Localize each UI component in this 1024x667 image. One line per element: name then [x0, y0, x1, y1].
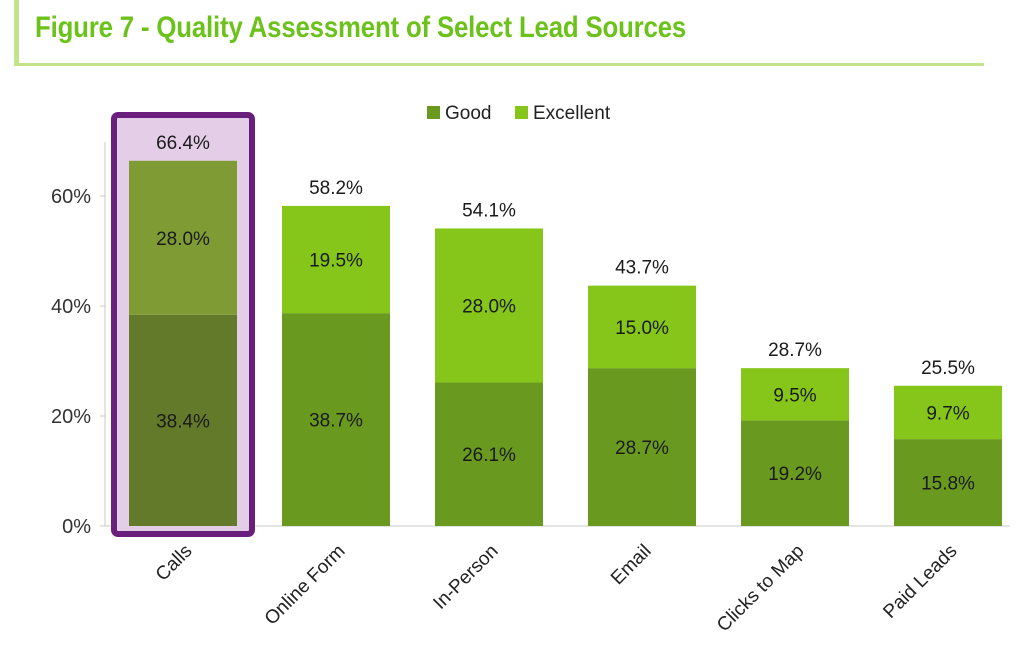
legend-label-excellent: Excellent	[533, 103, 611, 124]
data-label-good: 26.1%	[462, 445, 516, 466]
data-label-total: 25.5%	[921, 358, 975, 379]
bar-segment-good	[588, 368, 696, 526]
y-tick-label: 0%	[62, 516, 91, 538]
data-label-good: 38.7%	[309, 411, 363, 432]
data-label-excellent: 15.0%	[615, 318, 669, 339]
bar-segment-good	[741, 420, 849, 526]
bar-segment-excellent	[282, 205, 390, 314]
data-label-good: 28.7%	[615, 438, 669, 459]
legend-label-good: Good	[445, 103, 491, 124]
data-label-total: 54.1%	[462, 200, 516, 221]
data-label-total: 43.7%	[615, 258, 669, 279]
bar-segment-excellent	[741, 368, 849, 421]
x-tick-label: Online Form	[261, 541, 350, 630]
figure-title: Figure 7 - Quality Assessment of Select …	[35, 11, 687, 44]
bar-segment-good	[282, 313, 390, 526]
bar-segment-excellent	[894, 385, 1002, 440]
data-label-good: 15.8%	[921, 474, 975, 495]
data-label-excellent: 9.7%	[926, 403, 969, 424]
data-label-excellent: 28.0%	[156, 229, 210, 250]
legend-swatch-excellent	[515, 106, 528, 119]
data-label-good: 38.4%	[156, 411, 210, 432]
data-label-excellent: 9.5%	[773, 385, 816, 406]
bar-segment-excellent	[588, 285, 696, 369]
x-tick-label: Email	[607, 541, 655, 589]
data-label-total: 66.4%	[156, 133, 210, 154]
y-tick-label: 40%	[51, 296, 91, 318]
data-label-total: 58.2%	[309, 178, 363, 199]
data-label-good: 19.2%	[768, 464, 822, 485]
figure-title-box: Figure 7 - Quality Assessment of Select …	[14, 0, 984, 66]
bar-segment-excellent	[129, 160, 237, 315]
y-tick-label: 20%	[51, 406, 91, 428]
x-tick-label: Calls	[152, 541, 197, 586]
y-tick-label: 60%	[51, 186, 91, 208]
bar-segment-good	[129, 314, 237, 526]
data-label-total: 28.7%	[768, 340, 822, 361]
bar-segment-good	[435, 382, 543, 526]
bar-segment-excellent	[435, 228, 543, 383]
x-tick-label: Paid Leads	[879, 541, 961, 623]
legend-swatch-good	[427, 106, 440, 119]
bar-segment-good	[894, 439, 1002, 526]
x-tick-label: Clicks to Map	[713, 541, 808, 636]
data-label-excellent: 28.0%	[462, 296, 516, 317]
x-tick-label: In-Person	[429, 541, 502, 614]
data-label-excellent: 19.5%	[309, 251, 363, 272]
